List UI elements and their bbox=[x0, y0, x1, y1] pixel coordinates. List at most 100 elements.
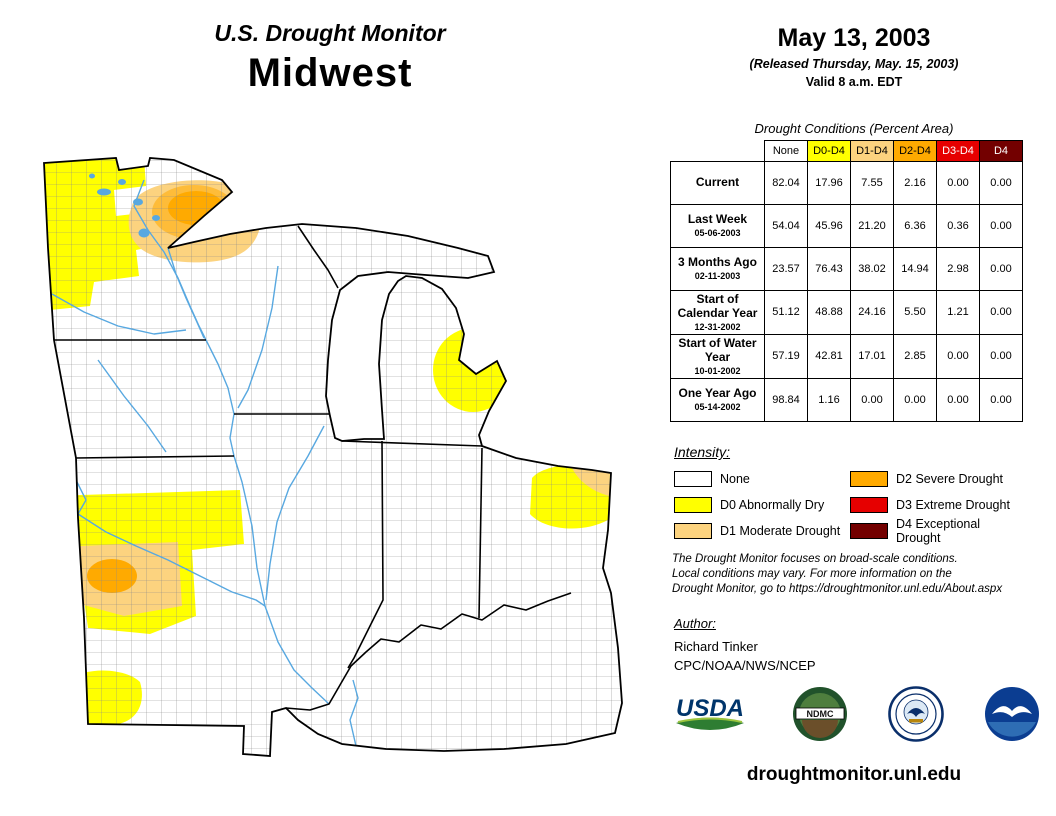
value-cell: 0.00 bbox=[850, 377, 894, 422]
value-cell: 1.16 bbox=[807, 377, 851, 422]
legend-label: D3 Extreme Drought bbox=[896, 498, 1010, 512]
value-cell: 0.00 bbox=[979, 204, 1023, 248]
wisconsin-river bbox=[237, 265, 279, 409]
released-date: (Released Thursday, May. 15, 2003) bbox=[749, 57, 959, 71]
table-title: Drought Conditions (Percent Area) bbox=[754, 121, 954, 136]
legend-label: None bbox=[720, 472, 750, 486]
value-cell: 24.16 bbox=[850, 290, 894, 335]
d1-swatch bbox=[674, 523, 712, 539]
commerce-seal-logo bbox=[888, 686, 944, 742]
row-sublabel: 05-14-2002 bbox=[694, 402, 741, 413]
author-block: Author: Richard Tinker CPC/NOAA/NWS/NCEP bbox=[674, 616, 974, 673]
value-cell: 0.00 bbox=[936, 161, 980, 205]
col-header-d0d4: D0-D4 bbox=[807, 140, 851, 162]
value-cell: 42.81 bbox=[807, 333, 851, 379]
intensity-heading: Intensity: bbox=[674, 444, 731, 460]
row-label-cell: Start of Calendar Year 12-31-2002 bbox=[670, 290, 765, 335]
legend-label: D1 Moderate Drought bbox=[720, 524, 841, 538]
mi-in-oh-border bbox=[341, 440, 483, 447]
footer-url[interactable]: droughtmonitor.unl.edu bbox=[746, 764, 962, 785]
table-header-row: None D0-D4 D1-D4 D2-D4 D3-D4 D4 bbox=[671, 140, 1023, 162]
usda-swoosh bbox=[676, 717, 744, 730]
ia-mo-border bbox=[75, 455, 235, 459]
row-label-cell: 3 Months Ago 02-11-2003 bbox=[670, 247, 765, 291]
d4-swatch bbox=[850, 523, 888, 539]
legend-item-d1: D1 Moderate Drought bbox=[674, 518, 849, 544]
row-label-cell: Last Week 05-06-2003 bbox=[670, 204, 765, 248]
value-cell: 21.20 bbox=[850, 204, 894, 248]
row-label-cell: Start of Water Year 10-01-2002 bbox=[670, 333, 765, 379]
legend-item-d2: D2 Severe Drought bbox=[850, 466, 1025, 492]
disclaimer: The Drought Monitor focuses on broad-sca… bbox=[672, 552, 1050, 597]
value-cell: 0.00 bbox=[979, 161, 1023, 205]
table-row-3-months-ago: 3 Months Ago 02-11-2003 23.57 76.43 38.0… bbox=[670, 247, 1023, 291]
drought-conditions-table: None D0-D4 D1-D4 D2-D4 D3-D4 D4 Current … bbox=[670, 140, 1023, 422]
value-cell: 7.55 bbox=[850, 161, 894, 205]
value-cell: 51.12 bbox=[764, 290, 808, 335]
illinois-river bbox=[265, 425, 325, 601]
author-heading: Author: bbox=[674, 616, 716, 631]
lake bbox=[152, 215, 160, 221]
program-title: U.S. Drought Monitor bbox=[214, 20, 446, 46]
value-cell: 0.00 bbox=[936, 377, 980, 422]
col-header-d4: D4 bbox=[979, 140, 1023, 162]
drought-areas bbox=[44, 158, 622, 756]
lake bbox=[97, 188, 111, 196]
lake-mille-lacs bbox=[138, 228, 150, 238]
region-title: Midwest bbox=[247, 51, 413, 95]
value-cell: 14.94 bbox=[893, 247, 937, 291]
row-sublabel: 02-11-2003 bbox=[694, 271, 741, 282]
row-sublabel: 12-31-2002 bbox=[694, 321, 741, 332]
usda-logo: USDA bbox=[676, 695, 744, 730]
value-cell: 17.01 bbox=[850, 333, 894, 379]
value-cell: 48.88 bbox=[807, 290, 851, 335]
ndmc-logo-text: NDMC bbox=[807, 709, 834, 719]
map-date: May 13, 2003 bbox=[777, 24, 931, 52]
midwest-drought-map bbox=[43, 157, 623, 757]
value-cell: 57.19 bbox=[764, 333, 808, 379]
row-sublabel: 10-01-2002 bbox=[694, 365, 741, 376]
value-cell: 2.98 bbox=[936, 247, 980, 291]
legend-item-d4: D4 Exceptional Drought bbox=[850, 517, 1025, 545]
value-cell: 17.96 bbox=[807, 161, 851, 205]
disclaimer-line: Drought Monitor, go to https://droughtmo… bbox=[672, 583, 1003, 595]
author-org: CPC/NOAA/NWS/NCEP bbox=[674, 658, 816, 673]
map-container bbox=[26, 148, 658, 806]
row-label: Start of Water Year bbox=[678, 335, 757, 364]
legend-item-d3: D3 Extreme Drought bbox=[850, 492, 1025, 518]
d3-swatch bbox=[850, 497, 888, 513]
author-name: Richard Tinker bbox=[674, 639, 758, 654]
value-cell: 5.50 bbox=[893, 290, 937, 335]
des-moines-river bbox=[97, 359, 167, 453]
table-corner bbox=[671, 141, 765, 162]
table-row-start-water-year: Start of Water Year 10-01-2002 57.19 42.… bbox=[670, 333, 1023, 379]
row-label: Start of Calendar Year bbox=[677, 292, 758, 320]
valid-time: Valid 8 a.m. EDT bbox=[805, 75, 903, 89]
date-block: May 13, 2003 (Released Thursday, May. 15… bbox=[668, 24, 1040, 89]
none-swatch bbox=[674, 471, 712, 487]
table-row-current: Current 82.04 17.96 7.55 2.16 0.00 0.00 bbox=[670, 161, 1023, 205]
eagle-emblem bbox=[907, 708, 925, 717]
value-cell: 0.00 bbox=[893, 377, 937, 422]
d0-swatch bbox=[674, 497, 712, 513]
d2-swatch bbox=[850, 471, 888, 487]
lake bbox=[133, 198, 143, 206]
legend-item-none: None bbox=[674, 466, 849, 492]
legend-label: D2 Severe Drought bbox=[896, 472, 1004, 486]
value-cell: 2.85 bbox=[893, 333, 937, 379]
state-borders bbox=[54, 225, 572, 711]
missouri-river bbox=[75, 479, 266, 607]
legend-label: D0 Abnormally Dry bbox=[720, 498, 825, 512]
row-label-cell: Current bbox=[670, 161, 765, 205]
legend-column-right: D2 Severe Drought D3 Extreme Drought D4 … bbox=[850, 466, 1025, 545]
col-header-d1d4: D1-D4 bbox=[850, 140, 894, 162]
value-cell: 2.16 bbox=[893, 161, 937, 205]
in-oh-border bbox=[478, 447, 483, 619]
logo-row: USDA NDMC bbox=[668, 686, 1040, 742]
tennessee-river bbox=[349, 679, 359, 747]
value-cell: 1.21 bbox=[936, 290, 980, 335]
table-row-one-year-ago: One Year Ago 05-14-2002 98.84 1.16 0.00 … bbox=[670, 377, 1023, 422]
ndmc-logo: NDMC bbox=[793, 687, 847, 741]
value-cell: 54.04 bbox=[764, 204, 808, 248]
disclaimer-line: Local conditions may vary. For more info… bbox=[672, 568, 952, 580]
